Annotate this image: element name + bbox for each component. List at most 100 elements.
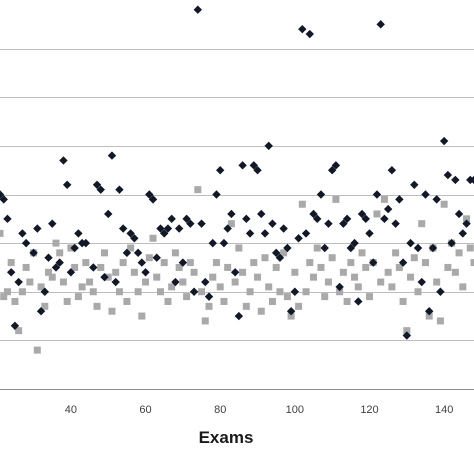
series-a-point-56 [212, 190, 221, 199]
series-a-point-26 [100, 272, 109, 282]
series-a-point-12 [44, 253, 53, 262]
series-b-point-98 [362, 263, 370, 271]
series-a-point-44 [167, 214, 176, 224]
series-a-point-40 [152, 253, 161, 262]
series-a-point-96 [361, 214, 370, 224]
series-b-point-59 [216, 283, 224, 291]
series-b-point-41 [149, 234, 157, 242]
series-b-point-34 [123, 297, 131, 305]
series-b-point-51 [186, 259, 194, 267]
series-b-point-60 [220, 297, 228, 305]
series-a-point-53 [201, 277, 210, 287]
series-b-point-57 [209, 273, 217, 281]
series-b-point-17 [59, 278, 67, 286]
series-b-point-27 [97, 263, 105, 271]
series-b-point-78 [287, 312, 295, 320]
series-b-point-111 [410, 254, 418, 262]
series-a-point-2 [3, 214, 12, 224]
series-b-point-5 [15, 327, 23, 335]
series-a-point-58 [219, 238, 229, 248]
series-a-point-14 [51, 263, 61, 272]
series-b-point-10 [33, 346, 41, 354]
series-a-point-100 [376, 20, 385, 29]
series-b-point-18 [63, 297, 71, 305]
series-b-point-122 [451, 268, 459, 276]
series-a-point-0 [0, 190, 5, 199]
series-b-point-64 [235, 244, 243, 252]
series-b-point-73 [268, 297, 276, 305]
series-a-point-18 [66, 268, 76, 277]
series-a-point-119 [447, 238, 456, 248]
series-b-point-113 [418, 220, 426, 228]
series-b-point-92 [339, 268, 347, 276]
series-b-point-35 [127, 244, 135, 252]
series-b-point-70 [257, 307, 265, 315]
series-a-point-28 [107, 151, 117, 160]
series-b-point-67 [246, 288, 254, 296]
series-a-point-125 [469, 175, 474, 185]
series-a-point-35 [133, 248, 143, 258]
series-b-point-20 [71, 263, 79, 271]
series-a-point-109 [410, 180, 419, 189]
series-a-point-31 [118, 224, 128, 233]
series-a-point-87 [327, 165, 337, 175]
series-a-point-52 [197, 219, 206, 228]
series-b-point-14 [48, 273, 56, 281]
x-tick-label-0: 40 [65, 404, 77, 416]
series-b-point-126 [466, 244, 474, 252]
series-a-point-20 [74, 229, 83, 238]
series-b-point-11 [37, 283, 45, 291]
series-a-point-93 [350, 238, 359, 248]
series-a-point-92 [346, 243, 356, 253]
series-a-point-94 [354, 297, 363, 306]
series-a-point-102 [383, 204, 393, 214]
series-a-point-59 [223, 224, 232, 233]
series-b-point-15 [52, 239, 60, 247]
series-a-point-76 [286, 307, 296, 316]
series-b-point-80 [295, 302, 303, 310]
series-b-point-25 [89, 288, 97, 296]
series-a-point-63 [238, 161, 247, 170]
series-b-point-50 [183, 293, 191, 301]
series-a-point-32 [122, 248, 132, 258]
series-a-point-101 [380, 214, 389, 224]
series-b-point-2 [3, 288, 11, 296]
series-b-point-38 [138, 312, 146, 320]
series-b-point-123 [455, 249, 463, 257]
series-a-point-39 [148, 195, 158, 204]
series-a-point-112 [421, 190, 430, 199]
series-a-point-68 [257, 209, 266, 219]
series-a-points [0, 5, 474, 340]
series-a-point-27 [104, 209, 113, 219]
series-b-point-42 [153, 273, 161, 281]
series-a-point-71 [268, 219, 277, 228]
series-a-point-33 [126, 229, 135, 238]
series-b-point-45 [164, 297, 172, 305]
series-b-point-119 [440, 200, 448, 208]
series-a-point-1 [0, 195, 8, 204]
series-b-point-24 [86, 278, 94, 286]
series-a-point-8 [29, 248, 38, 258]
series-a-point-117 [439, 136, 449, 146]
series-b-point-16 [56, 249, 64, 257]
series-b-point-95 [351, 273, 359, 281]
series-a-point-116 [436, 287, 445, 296]
series-b-point-56 [205, 302, 213, 310]
series-b-point-47 [171, 249, 179, 257]
series-b-point-102 [377, 278, 385, 286]
series-a-point-123 [462, 219, 471, 228]
series-b-point-49 [179, 278, 187, 286]
series-a-point-24 [92, 180, 102, 189]
series-a-point-111 [417, 277, 426, 287]
series-a-point-10 [36, 307, 46, 316]
series-a-point-54 [204, 292, 214, 301]
series-a-point-95 [357, 209, 367, 219]
series-b-point-94 [347, 259, 355, 267]
series-a-point-72 [271, 248, 281, 258]
series-a-point-64 [242, 214, 251, 224]
series-b-point-46 [168, 283, 176, 291]
series-a-point-78 [294, 234, 303, 243]
series-a-point-103 [387, 165, 397, 175]
series-a-point-108 [406, 238, 415, 248]
series-b-point-91 [336, 288, 344, 296]
